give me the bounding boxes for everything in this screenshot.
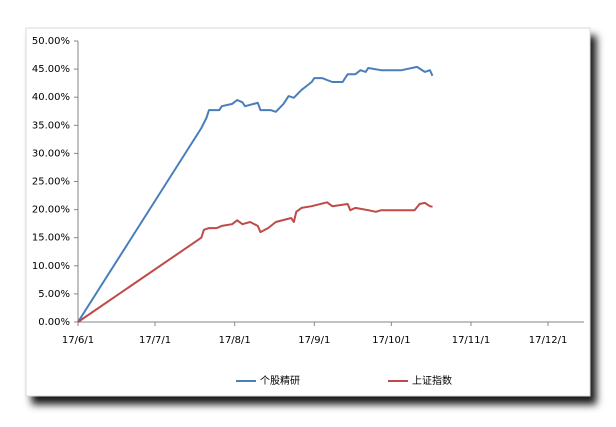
x-tick-label: 17/6/1 [62, 335, 94, 346]
series-line [77, 201, 433, 323]
y-tick-label: 50.00% [32, 36, 70, 47]
y-tick-label: 35.00% [32, 120, 70, 131]
x-tick-label: 17/7/1 [139, 335, 171, 346]
x-tick-label: 17/9/1 [298, 335, 330, 346]
y-tick-label: 40.00% [32, 92, 70, 103]
legend-label: 个股精研 [260, 374, 300, 387]
x-tick-label: 17/12/1 [529, 335, 568, 346]
y-tick-label: 25.00% [32, 177, 70, 188]
y-tick-label: 45.00% [32, 64, 70, 75]
y-tick-label: 0.00% [38, 317, 70, 328]
x-tick-label: 17/8/1 [219, 335, 251, 346]
y-tick-label: 15.00% [32, 233, 70, 244]
x-tick-label: 17/10/1 [372, 335, 411, 346]
y-tick-label: 20.00% [32, 205, 70, 216]
chart-frame [25, 27, 591, 397]
y-tick-label: 30.00% [32, 148, 70, 159]
y-tick-label: 10.00% [32, 261, 70, 272]
y-tick-label: 5.00% [38, 289, 70, 300]
x-tick-label: 17/11/1 [452, 335, 491, 346]
series-line [77, 65, 434, 323]
legend-label: 上证指数 [412, 374, 452, 387]
